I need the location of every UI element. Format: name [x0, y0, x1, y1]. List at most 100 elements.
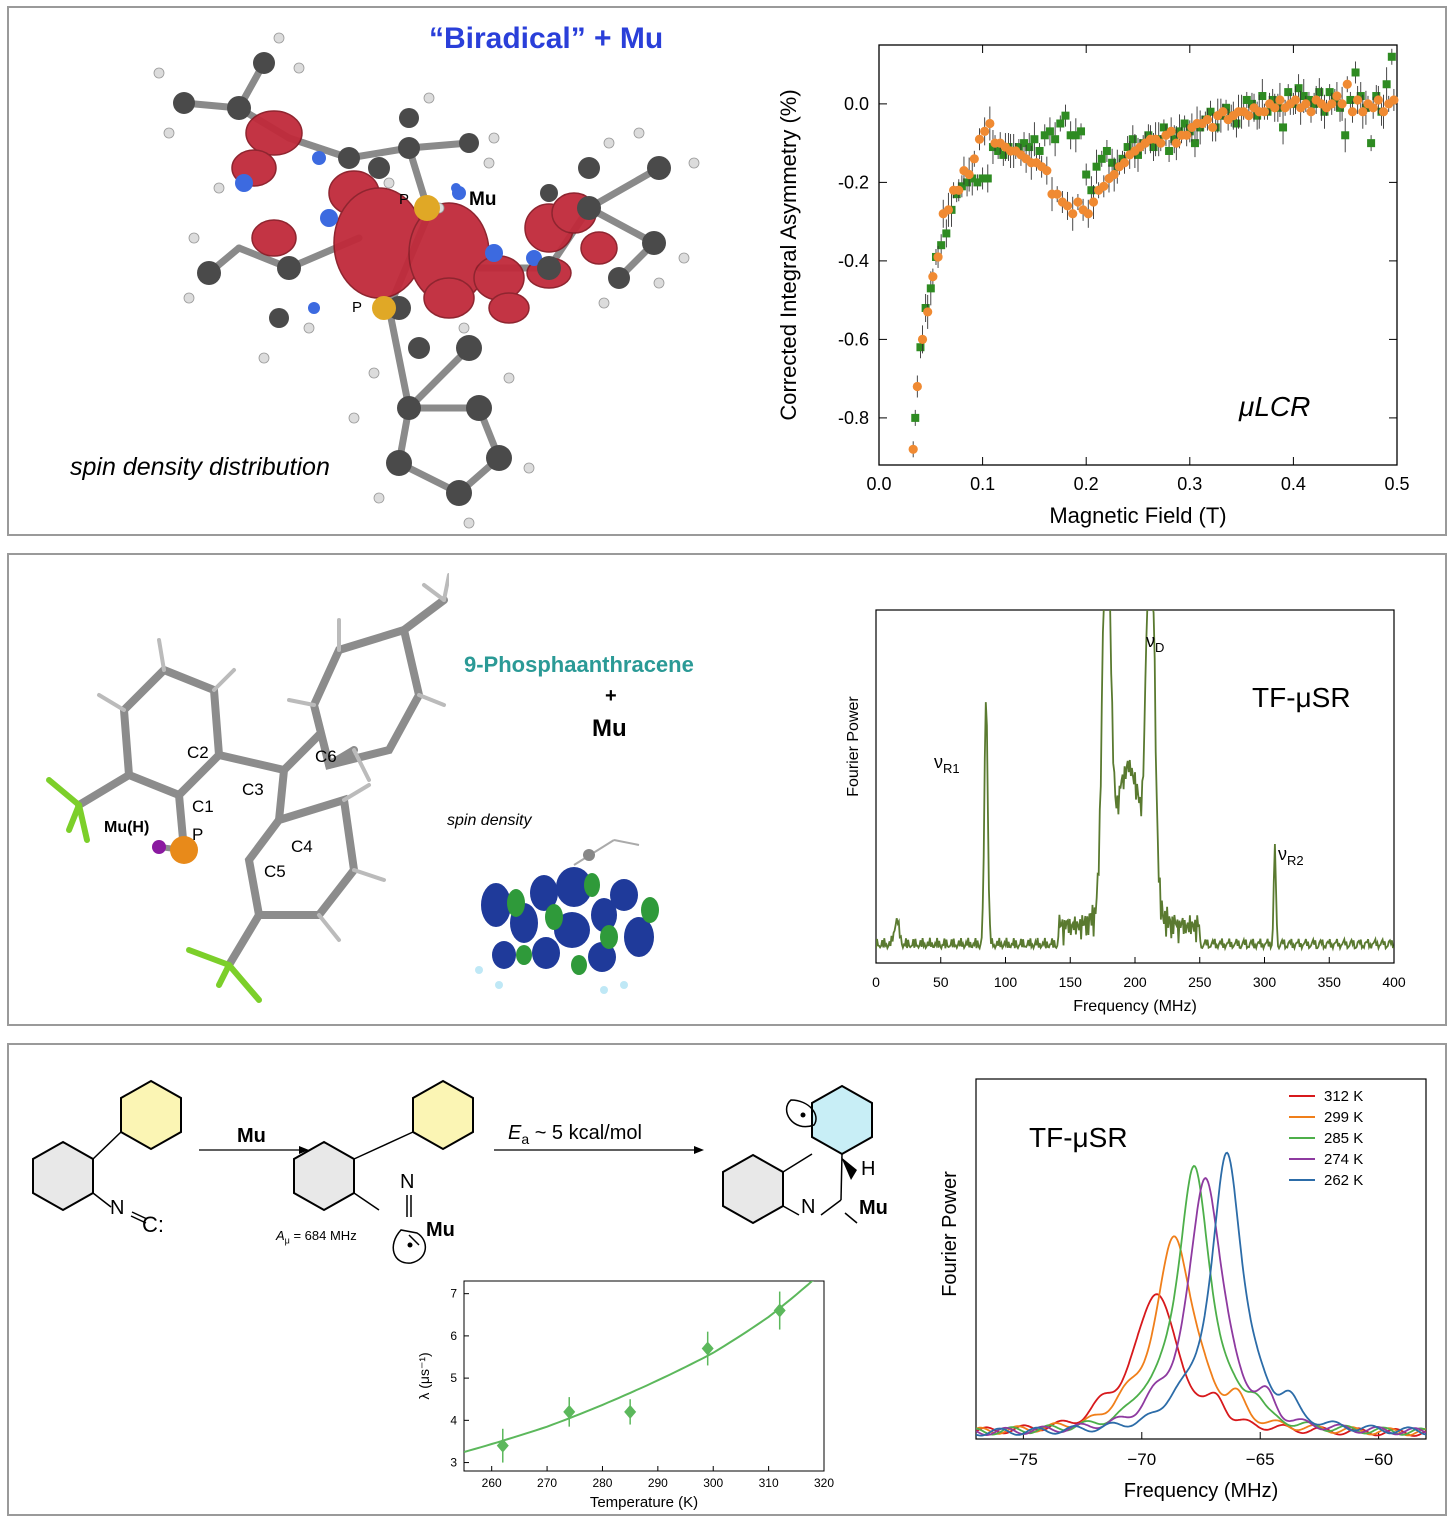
data-point-square: [1056, 119, 1065, 128]
data-point-circle: [1099, 181, 1109, 191]
x-tick-label: −65: [1246, 1450, 1275, 1469]
product-n: N: [801, 1196, 816, 1218]
data-point-square: [1066, 131, 1075, 140]
data-point-circle: [1389, 95, 1399, 105]
plot-frame: [463, 1280, 825, 1472]
data-point-circle: [1068, 209, 1078, 219]
spin-density-label: spin density: [447, 812, 532, 829]
isocyanide-c: C:: [142, 1212, 164, 1237]
data-point-square: [1045, 127, 1054, 136]
x-tick-label: 300: [1253, 974, 1277, 990]
data-point-circle: [1373, 95, 1383, 105]
data-point-circle: [1368, 103, 1378, 113]
data-point-square: [1341, 131, 1350, 140]
activation-sub: a: [521, 1131, 530, 1147]
data-point-square: [1051, 135, 1060, 144]
data-point-circle: [1301, 99, 1311, 109]
y-tick-label: -0.6: [838, 329, 869, 349]
chart-annotation: TF-μSR: [1252, 682, 1351, 713]
x-tick-label: 260: [482, 1476, 502, 1490]
data-point-diamond: [563, 1404, 576, 1419]
data-point-square: [1092, 162, 1101, 171]
data-point-square: [1102, 146, 1111, 155]
data-point-square: [1180, 119, 1189, 128]
data-point-square: [1284, 88, 1293, 97]
data-point-square: [957, 182, 966, 191]
data-point-square: [1082, 170, 1091, 179]
biradical-molecule: P P Mu: [153, 32, 700, 529]
atom-label-c3: C3: [242, 780, 264, 799]
data-point-circle: [1088, 197, 1099, 207]
peak-label: νD: [1146, 631, 1164, 655]
x-tick-label: 320: [814, 1476, 834, 1490]
x-tick-label: 300: [703, 1476, 723, 1490]
atom-label-p1: P: [399, 191, 409, 208]
y-axis-label: Corrected Integral Asymmetry (%): [776, 89, 801, 420]
product-h: H: [861, 1158, 876, 1180]
data-point-square: [1206, 107, 1215, 116]
data-point-circle: [1270, 103, 1280, 113]
data-point-circle: [1244, 111, 1254, 121]
x-tick-label: 0.2: [1074, 474, 1099, 494]
data-point-square: [1232, 119, 1241, 128]
activation-energy: Ea ~ 5 kcal/mol: [508, 1122, 642, 1147]
data-point-square: [1149, 143, 1158, 152]
phosphaanthracene-plus: +: [605, 685, 617, 707]
data-point-circle: [1275, 95, 1285, 105]
legend-label: 312 K: [1324, 1088, 1363, 1105]
fit-curve: [464, 1281, 814, 1453]
panel-phosphaanthracene: C2 C3 C6 C1 Mu(H) C4 P C5 9-Phosphaanthr…: [7, 553, 1447, 1026]
phosphaanthracene-molecule: [46, 573, 449, 1003]
data-point-square: [1014, 143, 1023, 152]
data-point-square: [1315, 88, 1324, 97]
data-point-circle: [1259, 107, 1269, 117]
data-point-square: [1020, 139, 1029, 148]
mulcr-chart: 0.0 0.1 0.2 0.3 0.4 0.5 0.0 -0.2 -0.4 -0.6 -0.8 Mag…: [776, 44, 1410, 528]
data-point-circle: [1353, 95, 1363, 105]
atom-label-c2: C2: [187, 743, 209, 762]
product-mu: Mu: [859, 1197, 888, 1219]
x-tick-label: 400: [1382, 974, 1406, 990]
data-point-circle: [1218, 107, 1228, 117]
y-tick-label: 7: [450, 1287, 457, 1301]
data-point-square: [1025, 143, 1034, 152]
spin-density-caption: spin density distribution: [70, 453, 330, 481]
data-point-circle: [1332, 91, 1342, 101]
hyperfine-coupling: Aμ = 684 MHz: [276, 1228, 357, 1246]
lambda-vs-temperature-chart: 260 270 280 290 300 310 320 3 4 5 6 7 Temperature (K…: [416, 1280, 834, 1511]
data-point-diamond: [701, 1341, 714, 1356]
atom-label-mu: Mu: [469, 189, 496, 210]
data-point-circle: [1042, 166, 1052, 176]
peak-label-sub: D: [1155, 640, 1164, 655]
x-tick-label: 50: [933, 974, 949, 990]
reaction-scheme: [32, 1079, 873, 1264]
data-point-square: [968, 174, 977, 183]
data-point-circle: [1207, 122, 1218, 133]
data-point-diamond: [773, 1303, 786, 1318]
chart-annotation: TF-μSR: [1029, 1122, 1128, 1153]
chart-annotation: μLCR: [1238, 391, 1310, 422]
data-point-circle: [1347, 107, 1358, 117]
data-point-square: [1077, 127, 1086, 136]
data-point-circle: [1109, 169, 1119, 180]
data-point-square: [1279, 123, 1288, 132]
panel-biradical: P P Mu “Biradical” + Mu spin density dis…: [7, 6, 1447, 536]
data-point-square: [1382, 80, 1391, 89]
x-tick-label: 250: [1188, 974, 1212, 990]
x-tick-label: 200: [1123, 974, 1147, 990]
phosphaanthracene-mu: Mu: [592, 715, 627, 742]
data-point-circle: [1342, 79, 1352, 89]
x-tick-label: 270: [537, 1476, 557, 1490]
phosphaanthracene-heading: 9-Phosphaanthracene: [464, 652, 694, 677]
x-axis-label: Temperature (K): [590, 1494, 698, 1511]
hyperfine-value: = 684 MHz: [289, 1228, 357, 1243]
data-point-square: [1035, 146, 1044, 155]
data-point-square: [916, 343, 925, 352]
data-point-circle: [923, 307, 933, 317]
x-tick-label: 0.5: [1384, 474, 1409, 494]
y-tick-label: 3: [450, 1456, 457, 1470]
data-point-square: [1387, 52, 1396, 61]
data-point-square: [1128, 135, 1137, 144]
y-tick-label: 6: [450, 1329, 457, 1343]
y-axis-label: Fourier Power: [845, 696, 862, 797]
